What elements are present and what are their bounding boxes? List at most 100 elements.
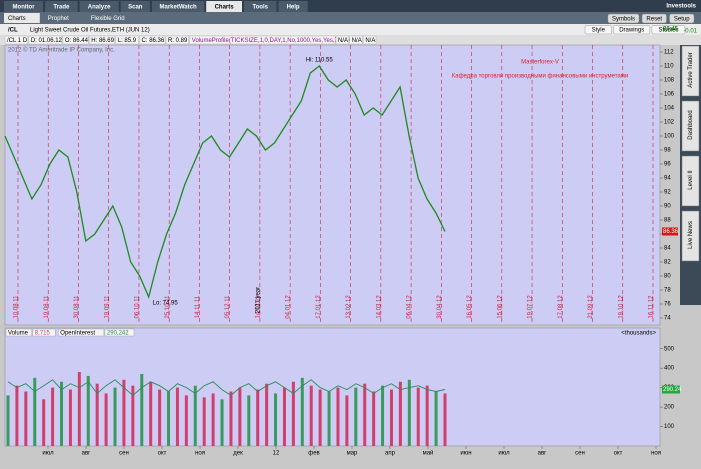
y-tick-label: 90: [664, 204, 671, 210]
x-tick-label: ноя: [195, 451, 205, 457]
volume-bar: [95, 383, 99, 446]
tool-button-label[interactable]: Drawings: [619, 28, 644, 34]
volume-bar: [86, 375, 90, 446]
menu-tab-label[interactable]: Trade: [53, 5, 70, 11]
menu-tab[interactable]: [244, 1, 277, 12]
y-tick-label: 80: [664, 274, 671, 280]
volume-bar: [33, 377, 37, 446]
volume-bar: [42, 399, 46, 446]
menu-tab-label[interactable]: Charts: [215, 5, 235, 11]
x-tick-label: окт: [614, 451, 623, 457]
tool-button-label[interactable]: Style: [592, 28, 606, 34]
volume-pane: [4, 327, 661, 447]
volume-bar: [318, 389, 322, 446]
button[interactable]: [669, 13, 695, 24]
button[interactable]: [641, 13, 667, 24]
unit-label: <thousands>: [621, 330, 656, 336]
legend-name: OpenInterest: [60, 330, 95, 336]
subtab-label[interactable]: Flexible Grid: [91, 16, 125, 22]
side-tab-label[interactable]: Level II: [688, 170, 694, 190]
copyright: 2012 © TD Ameritrade IP Company, Inc.: [8, 47, 115, 54]
legend-value: 290,242: [107, 330, 129, 336]
volume-bar: [309, 385, 313, 446]
side-tab-label[interactable]: Active Trader: [688, 52, 694, 87]
header-field: [165, 35, 189, 45]
marker-label: 19.08.11: [44, 295, 50, 319]
y-tick-label: 94: [664, 176, 671, 182]
marker-label: 16.11.12: [649, 295, 655, 319]
marker-label: 05.12.11: [225, 295, 231, 319]
menu-tab-label[interactable]: Analyze: [88, 5, 111, 11]
marker-label: 25.10.11: [165, 295, 171, 319]
menu-tab-label[interactable]: Monitor: [13, 5, 36, 11]
marker-label: 19.10.12: [618, 295, 624, 319]
y-tick-label: 104: [664, 106, 675, 112]
menu-tab-label[interactable]: Tools: [252, 5, 268, 11]
header-field-text: L: 85.9: [118, 38, 137, 44]
tool-button[interactable]: [584, 25, 612, 35]
volume-bar: [265, 383, 269, 446]
volume-bar: [77, 372, 81, 446]
volume-bar: [274, 393, 278, 446]
menu-tab[interactable]: [206, 1, 242, 12]
menu-tab-label[interactable]: MarketWatch: [159, 5, 196, 11]
side-tab-label[interactable]: Live News: [688, 221, 694, 249]
marker-label: 17.08.12: [558, 295, 564, 319]
button-label[interactable]: Setup: [674, 16, 690, 22]
header-field: [335, 35, 349, 45]
side-tab-label[interactable]: Dashboard: [688, 110, 694, 139]
volume-bar: [291, 381, 295, 446]
menu-tab[interactable]: [4, 1, 44, 12]
volume-bar: [104, 393, 108, 446]
subtab[interactable]: [4, 13, 40, 23]
menu-tab[interactable]: [120, 1, 150, 12]
button[interactable]: [607, 13, 640, 24]
side-tab[interactable]: [681, 210, 700, 262]
marker-label: 21.09.12: [588, 295, 594, 319]
tool-button[interactable]: [651, 25, 686, 35]
description: Light Sweet Crude Oil Futures,ETH (JUN 1…: [30, 28, 150, 34]
legend-box: [104, 328, 135, 337]
button-label[interactable]: Reset: [646, 16, 662, 22]
volume-bar: [175, 387, 179, 446]
volume-bar: [51, 387, 55, 446]
x-tick-label: ноя: [651, 451, 661, 457]
side-tab[interactable]: [681, 100, 700, 152]
menu-tab[interactable]: [151, 1, 205, 12]
header-field-text: VolumeProfile(TICKSIZE,1,0,DAY,1,No,1000…: [192, 38, 352, 44]
volume-bar: [300, 377, 304, 446]
tool-button-label[interactable]: Studies: [658, 28, 678, 34]
header-field: [349, 35, 363, 45]
x-tick-label: май: [423, 450, 434, 457]
volume-bar: [24, 391, 28, 446]
y-tick-label: 106: [664, 92, 675, 98]
symbol[interactable]: /CL: [8, 28, 18, 34]
side-tab[interactable]: [681, 45, 700, 97]
menu-tab-label[interactable]: Scan: [128, 5, 143, 11]
menu-tab[interactable]: [79, 1, 119, 12]
x-tick-label: мар: [347, 451, 358, 457]
marker-label: 16.05.12: [467, 295, 473, 319]
volume-bar: [443, 393, 447, 446]
y-tick-label: 100: [664, 424, 675, 430]
menu-tab[interactable]: [278, 1, 308, 12]
volume-bar: [389, 389, 393, 446]
subtab-label[interactable]: Charts: [8, 16, 26, 22]
subtab-label[interactable]: Prophet: [48, 16, 69, 22]
toolbar: [0, 24, 701, 35]
button-label[interactable]: Symbols: [612, 16, 635, 22]
volume-bar: [416, 387, 420, 446]
y-tick-label: 84: [664, 246, 671, 252]
marker-label: 06.04.12: [407, 295, 413, 319]
side-tab[interactable]: [681, 155, 700, 207]
tool-button[interactable]: [613, 25, 651, 35]
volume-bar: [372, 391, 376, 446]
high-label: Hi: 110.55: [306, 58, 334, 64]
menu-tab-label[interactable]: Help: [287, 5, 300, 11]
y-tick-label: 500: [664, 346, 675, 352]
menu-tab[interactable]: [45, 1, 78, 12]
volume-bar: [211, 393, 215, 446]
header-field-text: H: 86.69: [91, 38, 114, 44]
